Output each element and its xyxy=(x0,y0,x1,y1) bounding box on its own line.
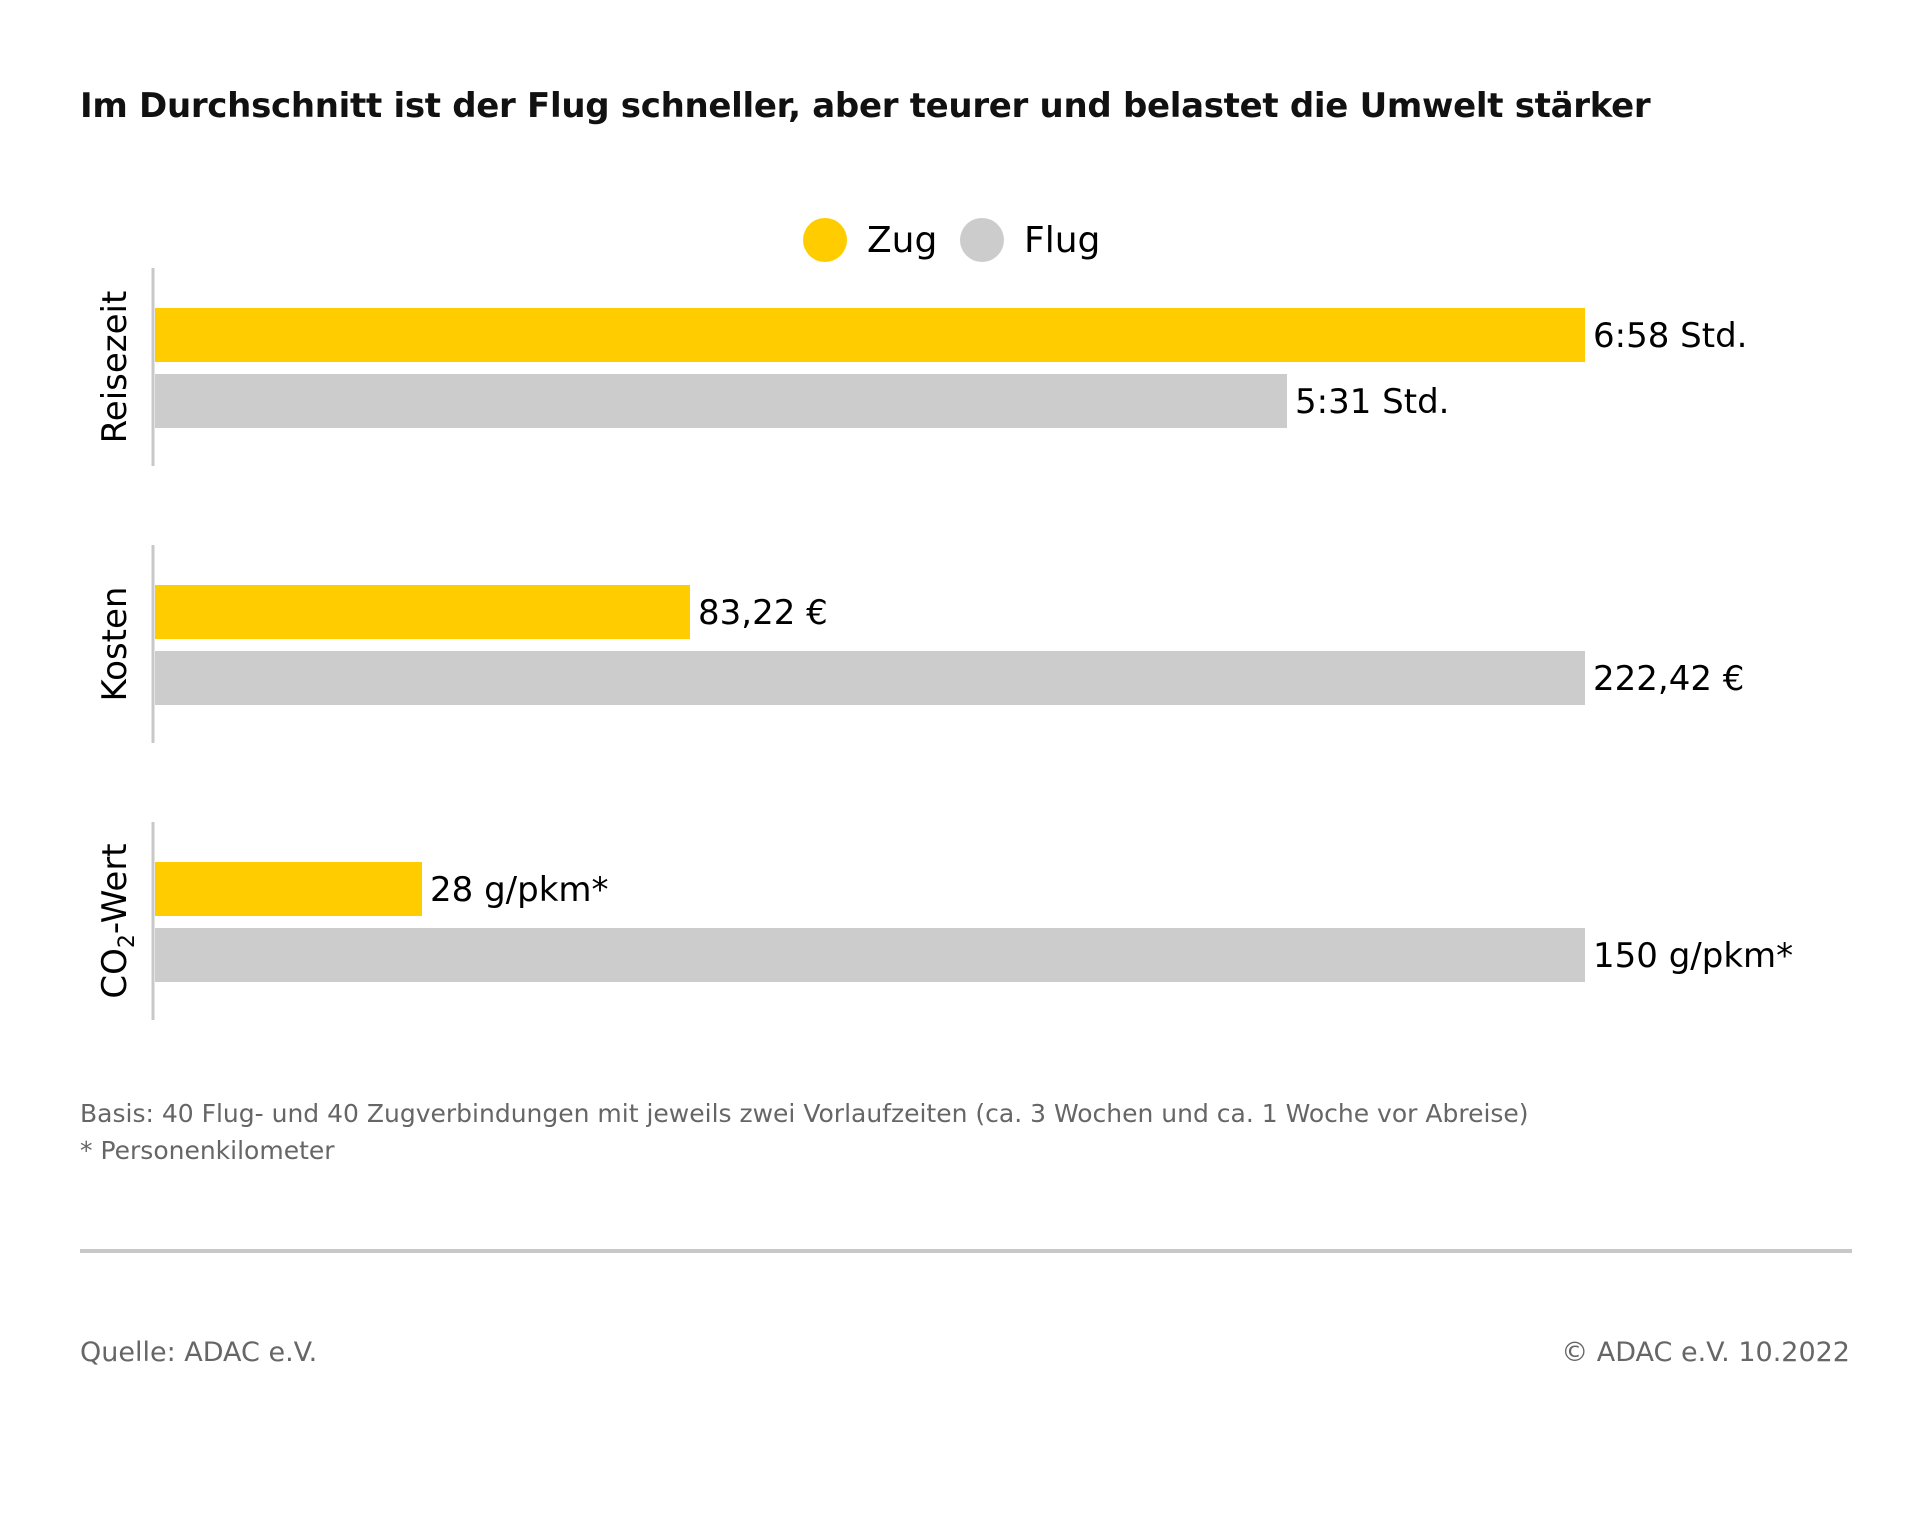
source-text: Quelle: ADAC e.V. xyxy=(80,1337,318,1368)
bar-co2-wert-flug xyxy=(155,928,1585,982)
bar-co2-wert-zug xyxy=(155,862,422,916)
bar-kosten-flug xyxy=(155,651,1585,705)
legend-swatch-flug xyxy=(960,218,1004,262)
data-label-co2-wert-flug: 150 g/pkm* xyxy=(1593,936,1793,976)
bar-reisezeit-flug xyxy=(155,374,1287,428)
category-label-reisezeit: Reisezeit xyxy=(95,291,135,444)
legend: Zug Flug xyxy=(0,212,1920,268)
footnote-asterisk: * Personenkilometer xyxy=(80,1136,335,1165)
legend-label-zug: Zug xyxy=(867,219,938,261)
bar-kosten-zug xyxy=(155,585,690,639)
category-label-co2-wert: CO2-Wert xyxy=(95,843,140,998)
footnote-basis: Basis: 40 Flug- und 40 Zugverbindungen m… xyxy=(80,1099,1529,1128)
legend-label-flug: Flug xyxy=(1024,219,1101,261)
legend-item-zug: Zug xyxy=(803,212,937,268)
data-label-co2-wert-zug: 28 g/pkm* xyxy=(430,870,609,910)
data-label-reisezeit-zug: 6:58 Std. xyxy=(1593,316,1747,356)
data-label-kosten-flug: 222,42 € xyxy=(1593,659,1744,699)
data-label-kosten-zug: 83,22 € xyxy=(698,593,828,633)
category-label-kosten: Kosten xyxy=(95,587,135,702)
footer-divider xyxy=(80,1249,1852,1253)
copyright-text: © ADAC e.V. 10.2022 xyxy=(1561,1337,1850,1368)
legend-item-flug: Flug xyxy=(960,212,1100,268)
bar-chart: Reisezeit 6:58 Std. 5:31 Std. Kosten 83,22 €… xyxy=(95,268,1793,1020)
legend-swatch-zug xyxy=(803,218,847,262)
chart-title: Im Durchschnitt ist der Flug schneller, … xyxy=(80,86,1651,126)
bar-reisezeit-zug xyxy=(155,308,1585,362)
data-label-reisezeit-flug: 5:31 Std. xyxy=(1295,382,1449,422)
